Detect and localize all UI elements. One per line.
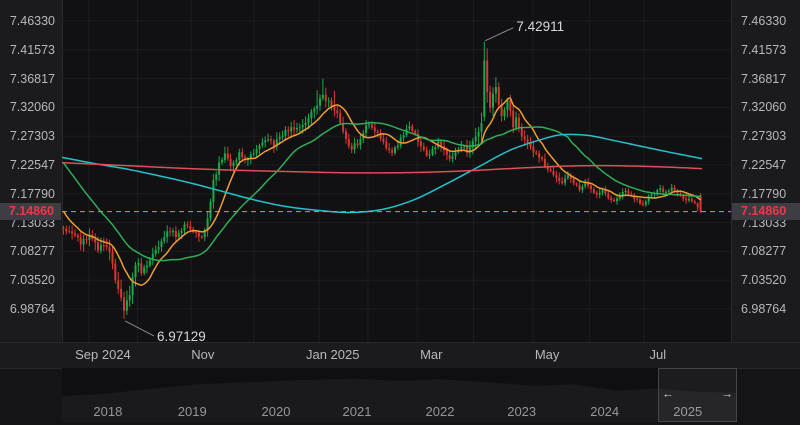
y-axis-tick-label: 7.22547 — [741, 158, 787, 172]
high-annotation-callout — [485, 27, 514, 42]
y-axis-tick-label: 7.17790 — [741, 186, 787, 201]
right-price-axis[interactable]: 7.46330 7.41573 7.36817 7.32060 7.27303 7.225… — [731, 0, 800, 342]
y-axis-tick-label: 7.41573 — [741, 42, 787, 57]
navigator-selection-window[interactable]: ← → — [658, 368, 737, 422]
y-axis-tick-label: 7.08277 — [9, 244, 55, 259]
y-axis-tick-label: 7.32060 — [9, 100, 55, 115]
y-axis-tick-label: 7.46330 — [741, 14, 787, 28]
y-axis-tick-label: 7.46330 — [9, 14, 55, 28]
y-axis-tick-label: 7.08277 — [741, 244, 787, 259]
y-axis-tick-label: 7.36817 — [741, 71, 787, 86]
time-axis[interactable]: Sep 2024 Nov Jan 2025 Mar May Jul — [0, 342, 800, 369]
ma-slow-line — [61, 133, 703, 214]
low-price-annotation: 6.97129 — [156, 328, 206, 344]
navigator-year-label: 2020 — [261, 404, 291, 419]
y-axis-tick-label: 7.27303 — [9, 129, 55, 144]
y-axis-tick-label: 7.27303 — [741, 129, 787, 144]
navigator-year-label: 2025 — [673, 404, 703, 419]
y-axis-tick-label: 7.36817 — [9, 71, 55, 86]
y-axis-tick-label: 7.17790 — [9, 186, 55, 201]
x-axis-tick-label: Jan 2025 — [305, 347, 360, 362]
last-price-label-left: 7.14860 — [0, 202, 61, 220]
timeline-navigator[interactable]: ← → 2018 2019 2020 2021 2022 2023 2024 2025 — [62, 368, 737, 422]
last-price-label-right: 7.14860 — [732, 202, 800, 220]
x-axis-tick-label: Jul — [649, 347, 667, 362]
y-axis-tick-label: 6.98764 — [741, 302, 787, 316]
x-axis-tick-label: May — [534, 347, 560, 362]
y-axis-tick-label: 7.41573 — [9, 42, 55, 57]
y-axis-tick-label: 7.32060 — [741, 100, 787, 115]
ma-fast-line — [62, 97, 702, 286]
low-annotation-callout — [124, 320, 155, 337]
high-price-annotation: 7.42911 — [516, 18, 565, 34]
gridlines — [62, 0, 731, 342]
x-axis-tick-label: Nov — [191, 347, 215, 362]
y-axis-tick-label: 6.98764 — [9, 302, 55, 316]
x-axis-tick-label: Sep 2024 — [75, 347, 131, 362]
y-axis-tick-label: 7.03520 — [9, 273, 55, 288]
x-axis-tick-label: Mar — [420, 347, 443, 362]
left-price-axis[interactable]: 7.46330 7.41573 7.36817 7.32060 7.27303 7.225… — [0, 0, 63, 342]
navigator-year-label: 2021 — [342, 404, 372, 419]
navigator-year-label: 2024 — [590, 404, 620, 419]
navigator-right-handle-icon[interactable]: → — [720, 386, 733, 401]
plot-area[interactable] — [62, 0, 731, 342]
navigator-left-handle-icon[interactable]: ← — [662, 386, 675, 401]
navigator-year-label: 2022 — [425, 404, 455, 419]
moving-average-lines — [61, 97, 703, 286]
navigator-silhouette — [62, 368, 737, 397]
y-axis-tick-label: 7.03520 — [741, 273, 787, 288]
navigator-history-silhouette — [62, 368, 737, 397]
navigator-year-label: 2023 — [507, 404, 537, 419]
candlestick-series — [62, 41, 702, 319]
ma-medium-line — [62, 122, 701, 262]
ma-slowest-line — [61, 161, 703, 174]
navigator-year-label: 2018 — [93, 404, 123, 419]
y-axis-tick-label: 7.22547 — [9, 158, 55, 172]
navigator-year-label: 2019 — [177, 404, 207, 419]
